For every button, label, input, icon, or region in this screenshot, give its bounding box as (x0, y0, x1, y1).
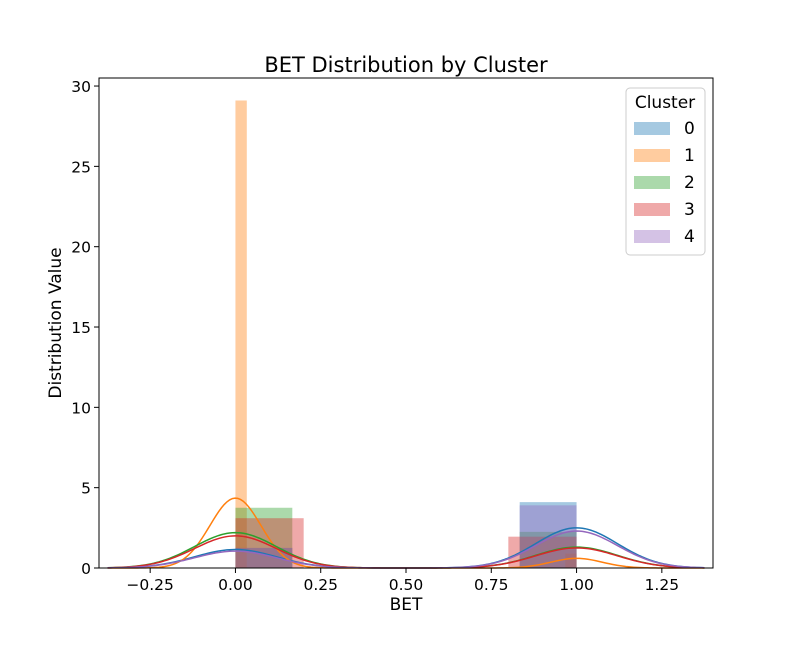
y-tick-label: 5 (81, 480, 91, 498)
x-tick-label: −0.25 (126, 576, 174, 594)
x-axis-label: BET (390, 595, 423, 615)
legend-swatch-0 (634, 122, 670, 135)
y-tick-label: 25 (71, 158, 91, 176)
y-axis-ticks: 0 5 10 15 20 25 30 (71, 78, 99, 578)
y-tick-label: 20 (71, 239, 91, 257)
x-tick-label: 0.25 (303, 576, 338, 594)
y-tick-label: 0 (81, 560, 91, 578)
chart-title: BET Distribution by Cluster (264, 53, 548, 77)
histogram-bar-cluster-0-0 (235, 547, 293, 568)
legend-label-1: 1 (684, 146, 695, 166)
histogram-bar-cluster-4-0 (235, 547, 293, 568)
y-tick-label: 15 (71, 319, 91, 337)
kde-line-cluster-3 (107, 535, 705, 569)
histogram-bar-cluster-1-0 (235, 100, 247, 568)
legend-swatch-3 (634, 203, 670, 216)
legend-items: 0 1 2 3 4 (634, 119, 695, 247)
histogram-bar-cluster-1-1 (565, 553, 577, 568)
x-tick-label: 1.00 (559, 576, 594, 594)
kde-line-cluster-4 (107, 530, 705, 569)
x-tick-label: 1.25 (645, 576, 680, 594)
y-tick-label: 10 (71, 399, 91, 417)
x-tick-label: 0.00 (218, 576, 253, 594)
x-tick-label: 0.75 (474, 576, 509, 594)
legend-swatch-1 (634, 149, 670, 162)
legend-label-3: 3 (684, 200, 695, 220)
legend-box (625, 87, 706, 256)
y-axis-label: Distribution Value (46, 247, 66, 398)
legend-swatch-4 (634, 230, 670, 243)
legend-label-0: 0 (684, 119, 695, 139)
legend-title: Cluster (635, 93, 695, 113)
legend-label-2: 2 (684, 173, 695, 193)
legend: Cluster 0 1 2 3 4 (625, 87, 706, 256)
legend-label-4: 4 (684, 227, 695, 247)
y-tick-label: 30 (71, 78, 91, 96)
legend-swatch-2 (634, 176, 670, 189)
x-axis-ticks: −0.25 0.00 0.25 0.50 0.75 1.00 1.25 (126, 568, 679, 594)
axes-frame (98, 77, 714, 569)
plot-area (107, 100, 705, 569)
kde-line-cluster-2 (107, 531, 705, 569)
x-tick-label: 0.50 (389, 576, 424, 594)
